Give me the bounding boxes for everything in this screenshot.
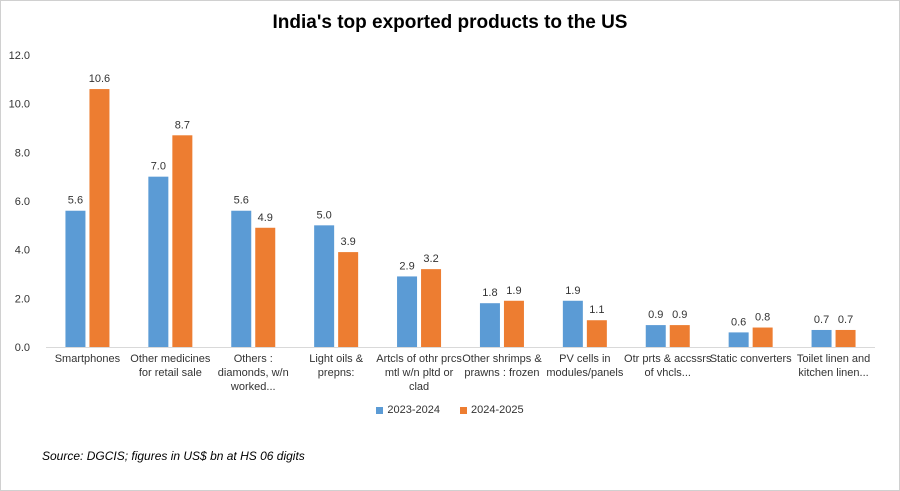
y-tick-label: 8.0 (15, 147, 30, 159)
bar-2023-2024 (645, 325, 666, 347)
data-label: 0.9 (672, 309, 687, 321)
x-tick-label: Other shrimps & (462, 353, 542, 365)
data-label: 1.1 (589, 304, 604, 316)
bar-2024-2025 (586, 320, 607, 347)
data-label: 4.9 (258, 212, 273, 224)
y-tick-label: 4.0 (15, 245, 30, 257)
legend-label: 2023-2024 (387, 404, 440, 416)
y-tick-label: 0.0 (15, 342, 30, 354)
data-label: 5.6 (68, 195, 83, 207)
bar-2023-2024 (562, 300, 583, 347)
legend: 2023-2024 2024-2025 (0, 404, 900, 416)
x-tick-label: PV cells in (559, 353, 610, 365)
bar-2024-2025 (669, 325, 690, 347)
legend-label: 2024-2025 (471, 404, 524, 416)
x-tick-label: Other medicines (130, 353, 211, 365)
bar-2024-2025 (835, 329, 856, 347)
x-tick-label: Artcls of othr prcs (376, 353, 462, 365)
x-tick-label: Toilet linen and (797, 353, 870, 365)
legend-item-2023-2024: 2023-2024 (376, 404, 440, 416)
x-tick-label: Others : (234, 353, 273, 365)
bar-2024-2025 (255, 227, 276, 347)
data-label: 5.6 (234, 195, 249, 207)
data-label: 2.9 (399, 260, 414, 272)
bar-2023-2024 (65, 210, 86, 347)
legend-item-2024-2025: 2024-2025 (460, 404, 524, 416)
data-label: 3.9 (341, 236, 356, 248)
x-tick-label: Static converters (710, 353, 792, 365)
x-tick-label: for retail sale (139, 367, 202, 379)
x-tick-label: Smartphones (55, 353, 121, 365)
data-label: 0.6 (731, 316, 746, 328)
bar-2023-2024 (479, 303, 500, 347)
bar-2024-2025 (172, 135, 193, 347)
data-label: 5.0 (317, 209, 332, 221)
bar-2023-2024 (148, 176, 169, 347)
data-label: 1.9 (506, 285, 521, 297)
x-tick-label: modules/panels (546, 367, 624, 379)
x-tick-label: Otr prts & accssrs (624, 353, 712, 365)
data-label: 7.0 (151, 161, 166, 173)
data-label: 1.9 (565, 285, 580, 297)
bar-2024-2025 (752, 327, 773, 347)
x-tick-label: prawns : frozen (464, 367, 539, 379)
bar-2023-2024 (811, 329, 832, 347)
x-tick-label: diamonds, w/n (218, 367, 289, 379)
x-tick-label: clad (409, 381, 429, 393)
data-label: 0.8 (755, 312, 770, 324)
x-tick-label: mtl w/n pltd or (385, 367, 454, 379)
x-tick-label: prepns: (318, 367, 355, 379)
bar-2023-2024 (231, 210, 252, 347)
legend-swatch (376, 406, 384, 414)
x-tick-label: of vhcls... (645, 367, 691, 379)
data-label: 1.8 (482, 287, 497, 299)
data-label: 0.9 (648, 309, 663, 321)
y-tick-label: 6.0 (15, 196, 30, 208)
bar-2024-2025 (89, 89, 110, 348)
bar-2023-2024 (314, 225, 335, 347)
data-label: 0.7 (838, 314, 853, 326)
bar-2023-2024 (728, 332, 749, 347)
source-note: Source: DGCIS; figures in US$ bn at HS 0… (42, 449, 305, 463)
bar-2024-2025 (421, 269, 442, 347)
legend-swatch (460, 406, 467, 414)
data-label: 8.7 (175, 119, 190, 131)
bar-2024-2025 (503, 300, 524, 347)
x-tick-label: worked... (230, 381, 276, 393)
y-tick-label: 12.0 (9, 50, 30, 62)
data-label: 0.7 (814, 314, 829, 326)
data-label: 3.2 (423, 253, 438, 265)
x-tick-label: Light oils & (309, 353, 363, 365)
y-tick-label: 10.0 (9, 99, 30, 111)
y-tick-label: 2.0 (15, 293, 30, 305)
bar-2024-2025 (338, 252, 359, 347)
data-label: 10.6 (89, 73, 110, 85)
x-tick-label: kitchen linen... (798, 367, 868, 379)
bar-2023-2024 (397, 276, 418, 347)
chart-title: India's top exported products to the US (272, 12, 628, 33)
